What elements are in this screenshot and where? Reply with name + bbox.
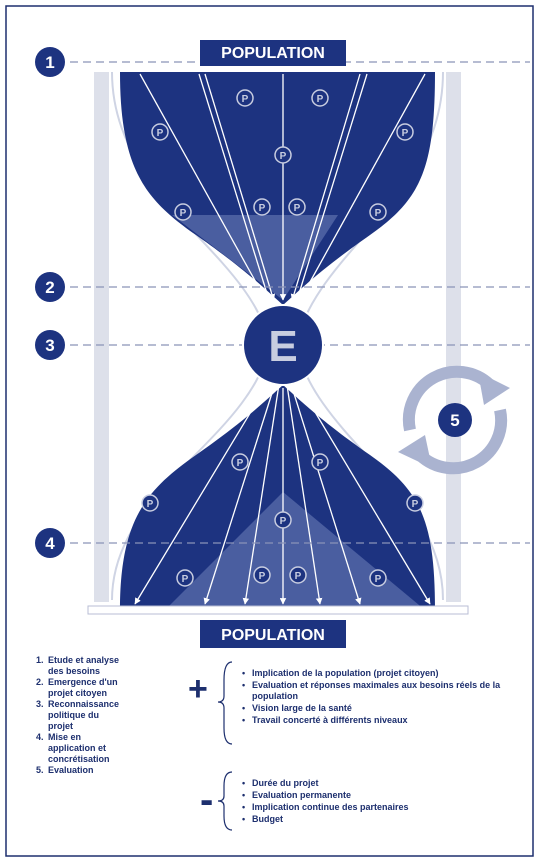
step-item: 4. Mise en application et concrétisation [36, 732, 122, 765]
step-item: 2. Emergence d'un projet citoyen [36, 677, 122, 699]
p-label: P [295, 571, 302, 582]
minus-item: Evaluation permanente [240, 790, 520, 801]
p-label: P [375, 208, 382, 219]
step-number: 1 [45, 53, 54, 72]
plus-item: Vision large de la santé [240, 703, 520, 714]
p-label: P [259, 203, 266, 214]
minus-item: Implication continue des partenaires [240, 802, 520, 813]
step-item: 5. Evaluation [36, 765, 122, 776]
p-label: P [180, 208, 187, 219]
page: POPULATION POPULATION E 1 2 3 4 5 P P P P P P P P P P… [0, 0, 540, 863]
step-number: 2 [45, 278, 54, 297]
cycle-arrowhead [478, 372, 510, 405]
p-label: P [147, 499, 154, 510]
minus-item: Durée du projet [240, 778, 520, 789]
right-post [446, 72, 461, 602]
plus-list: Implication de la population (projet cit… [240, 668, 520, 727]
base-plate [88, 606, 468, 614]
step-number: 4. [36, 732, 44, 743]
p-label: P [317, 458, 324, 469]
plus-sign: + [188, 670, 208, 709]
p-label: P [237, 458, 244, 469]
step-number: 5 [450, 411, 459, 430]
e-label: E [268, 322, 297, 371]
step-text: Emergence d'un projet citoyen [48, 677, 118, 698]
steps-list: 1. Etude et analyse des besoins 2. Emergenc… [36, 655, 122, 776]
p-label: P [280, 516, 287, 527]
p-label: P [280, 151, 287, 162]
p-label: P [259, 571, 266, 582]
step-text: Mise en application et concrétisation [48, 732, 110, 764]
p-label: P [317, 94, 324, 105]
p-label: P [294, 203, 301, 214]
step-text: Reconnaissance politique du projet [48, 699, 119, 731]
step-item: 1. Etude et analyse des besoins [36, 655, 122, 677]
p-label: P [402, 128, 409, 139]
p-label: P [182, 574, 189, 585]
top-label: POPULATION [221, 45, 325, 62]
step-number: 3. [36, 699, 44, 710]
minus-list: Durée du projetEvaluation permanenteImpl… [240, 778, 520, 826]
step-text: Etude et analyse des besoins [48, 655, 119, 676]
step-item: 3. Reconnaissance politique du projet [36, 699, 122, 732]
left-post [94, 72, 109, 602]
step-number: 1. [36, 655, 44, 666]
step-number: 3 [45, 336, 54, 355]
step-number: 5. [36, 765, 44, 776]
plus-item: Travail concerté à différents niveaux [240, 715, 520, 726]
p-label: P [242, 94, 249, 105]
p-label: P [375, 574, 382, 585]
step-number: 4 [45, 534, 55, 553]
bottom-label: POPULATION [221, 627, 325, 644]
step-number: 2. [36, 677, 44, 688]
plus-item: Implication de la population (projet cit… [240, 668, 520, 679]
cycle-arrowhead [398, 435, 432, 468]
plus-item: Evaluation et réponses maximales aux bes… [240, 680, 520, 702]
step-text: Evaluation [48, 765, 94, 775]
minus-item: Budget [240, 814, 520, 825]
minus-sign: - [200, 778, 213, 823]
p-label: P [412, 499, 419, 510]
p-label: P [157, 128, 164, 139]
